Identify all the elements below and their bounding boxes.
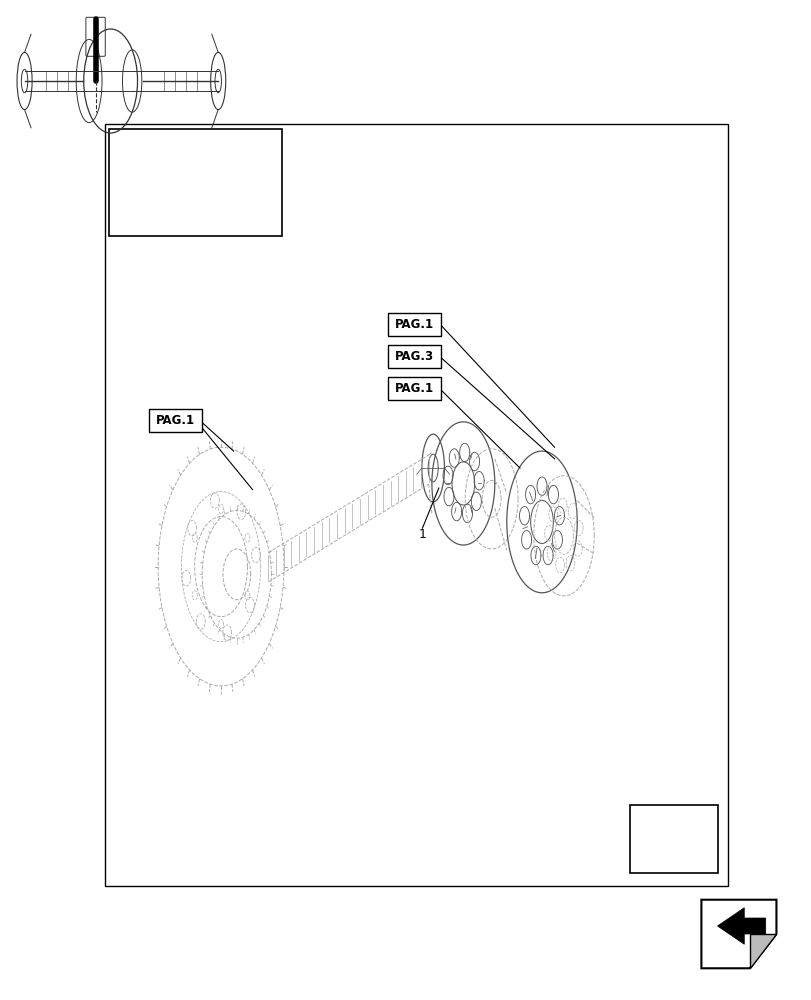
Text: PAG.3: PAG.3 bbox=[394, 350, 434, 363]
Polygon shape bbox=[717, 908, 765, 944]
Polygon shape bbox=[749, 934, 775, 968]
Bar bbox=[109, 129, 281, 235]
Bar bbox=[148, 409, 202, 432]
Bar bbox=[388, 345, 441, 368]
Text: PAG.1: PAG.1 bbox=[156, 414, 195, 427]
Bar bbox=[388, 312, 441, 336]
Bar bbox=[629, 805, 718, 873]
Text: 1: 1 bbox=[418, 528, 426, 541]
Bar bbox=[388, 377, 441, 400]
Polygon shape bbox=[701, 900, 775, 968]
Text: PAG.1: PAG.1 bbox=[394, 318, 434, 331]
Text: PAG.1: PAG.1 bbox=[394, 382, 434, 395]
